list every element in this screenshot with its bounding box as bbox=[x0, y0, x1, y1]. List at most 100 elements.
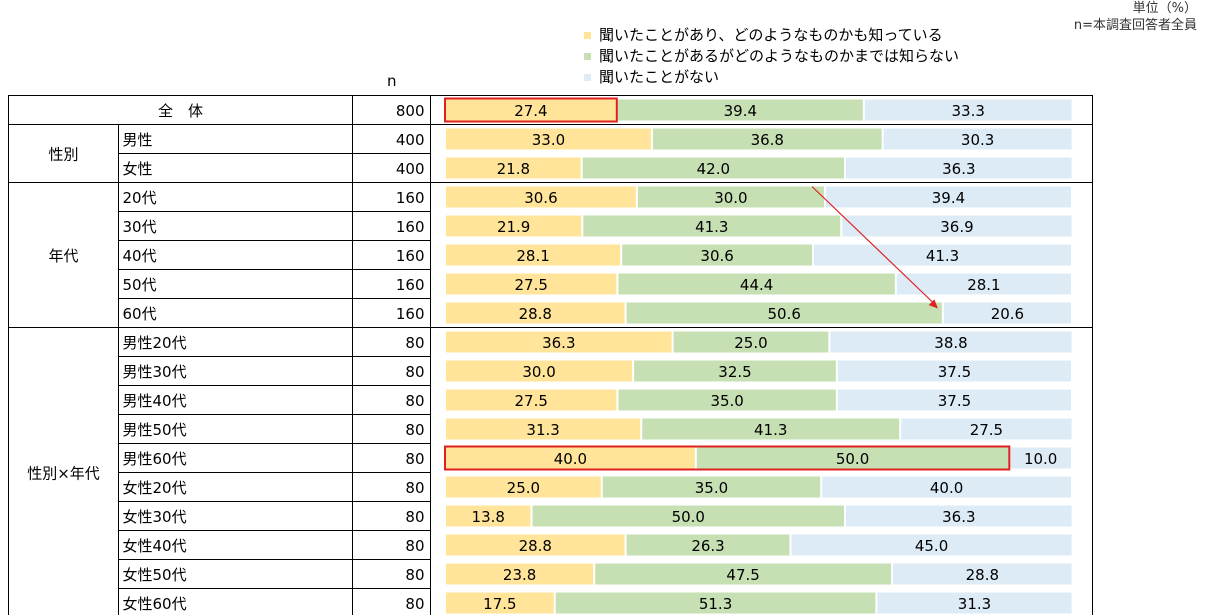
bar-heard-row-16 bbox=[595, 563, 892, 585]
bar-heard-row-5 bbox=[622, 244, 813, 266]
row-label-8: 男性20代 bbox=[123, 334, 187, 352]
bar-never-row-8 bbox=[830, 331, 1072, 353]
bar-label-never-row-1: 30.3 bbox=[961, 131, 994, 149]
bar-label-heard-row-7: 50.6 bbox=[768, 305, 801, 323]
bar-never-row-10 bbox=[837, 389, 1071, 411]
bar-label-knows-row-0: 27.4 bbox=[514, 102, 547, 120]
highlight-box-0 bbox=[444, 97, 618, 123]
bar-label-heard-row-10: 35.0 bbox=[710, 392, 743, 410]
bar-knows-row-4 bbox=[446, 215, 582, 237]
bar-knows-row-15 bbox=[446, 534, 625, 556]
bar-label-knows-row-8: 36.3 bbox=[542, 334, 575, 352]
bar-label-heard-row-14: 50.0 bbox=[672, 508, 705, 526]
group-label-3: 性別×年代 bbox=[27, 465, 100, 483]
row-n-9: 80 bbox=[405, 363, 424, 381]
row-label-14: 女性30代 bbox=[123, 508, 187, 526]
bar-knows-row-10 bbox=[446, 389, 617, 411]
row-label-2: 女性 bbox=[123, 160, 153, 178]
bar-never-row-15 bbox=[791, 534, 1072, 556]
bar-heard-row-6 bbox=[618, 273, 895, 295]
bar-heard-row-15 bbox=[626, 534, 790, 556]
unit-label: 単位（%） bbox=[1132, 1, 1197, 16]
bar-heard-row-3 bbox=[637, 186, 824, 208]
bar-knows-row-14 bbox=[446, 505, 531, 527]
bar-label-never-row-13: 40.0 bbox=[930, 479, 963, 497]
bar-heard-row-11 bbox=[642, 418, 900, 440]
row-label-3: 20代 bbox=[123, 189, 157, 207]
bar-never-row-1 bbox=[883, 128, 1072, 150]
bar-label-heard-row-12: 50.0 bbox=[836, 450, 869, 468]
row-n-8: 80 bbox=[405, 334, 424, 352]
row-label-16: 女性50代 bbox=[123, 566, 187, 584]
bar-knows-row-0 bbox=[446, 99, 616, 121]
row-label-17: 女性60代 bbox=[123, 595, 187, 613]
bar-never-row-6 bbox=[896, 273, 1071, 295]
bar-label-never-row-8: 38.8 bbox=[934, 334, 967, 352]
bar-knows-row-16 bbox=[446, 563, 594, 585]
legend-item-knows: 聞いたことがあり、どのようなものかも知っている bbox=[584, 25, 959, 46]
row-label-13: 女性20代 bbox=[123, 479, 187, 497]
bar-heard-row-13 bbox=[602, 476, 821, 498]
bar-label-heard-row-6: 44.4 bbox=[740, 276, 773, 294]
row-label-5: 40代 bbox=[123, 247, 157, 265]
bar-label-heard-row-15: 26.3 bbox=[691, 537, 724, 555]
bar-label-never-row-17: 31.3 bbox=[958, 595, 991, 613]
bar-heard-row-4 bbox=[583, 215, 841, 237]
group-label-2: 年代 bbox=[48, 247, 78, 265]
bar-label-knows-row-16: 23.8 bbox=[503, 566, 536, 584]
row-n-11: 80 bbox=[405, 421, 424, 439]
bar-label-never-row-12: 10.0 bbox=[1024, 450, 1057, 468]
bar-label-heard-row-1: 36.8 bbox=[751, 131, 784, 149]
bar-label-heard-row-2: 42.0 bbox=[697, 160, 730, 178]
bar-label-never-row-4: 36.9 bbox=[940, 218, 973, 236]
row-n-3: 160 bbox=[396, 189, 425, 207]
legend-item-never: 聞いたことがない bbox=[584, 67, 959, 88]
row-label-6: 50代 bbox=[123, 276, 157, 294]
bar-knows-row-1 bbox=[446, 128, 651, 150]
bar-knows-row-7 bbox=[446, 302, 625, 324]
bar-label-knows-row-14: 13.8 bbox=[472, 508, 505, 526]
unit-note: 単位（%） n=本調査回答者全員 bbox=[1074, 0, 1197, 34]
bar-knows-row-17 bbox=[446, 592, 554, 614]
bar-heard-row-12 bbox=[696, 447, 1009, 469]
row-n-2: 400 bbox=[396, 160, 425, 178]
row-label-4: 30代 bbox=[123, 218, 157, 236]
bar-label-heard-row-9: 32.5 bbox=[718, 363, 751, 381]
legend: 聞いたことがあり、どのようなものかも知っている 聞いたことがあるがどのようなもの… bbox=[584, 25, 959, 88]
bar-heard-row-14 bbox=[532, 505, 845, 527]
legend-swatch-never bbox=[584, 74, 591, 81]
bar-heard-row-0 bbox=[617, 99, 863, 121]
bar-label-knows-row-5: 28.1 bbox=[516, 247, 549, 265]
bar-label-knows-row-12: 40.0 bbox=[554, 450, 587, 468]
bar-label-never-row-16: 28.8 bbox=[966, 566, 999, 584]
bar-label-knows-row-6: 27.5 bbox=[515, 276, 548, 294]
bar-label-never-row-9: 37.5 bbox=[938, 363, 971, 381]
row-n-7: 160 bbox=[396, 305, 425, 323]
row-label-15: 女性40代 bbox=[123, 537, 187, 555]
row-n-17: 80 bbox=[405, 595, 424, 613]
bar-never-row-7 bbox=[943, 302, 1071, 324]
row-label-9: 男性30代 bbox=[123, 363, 187, 381]
bar-never-row-12 bbox=[1010, 447, 1071, 469]
bar-label-heard-row-4: 41.3 bbox=[695, 218, 728, 236]
bar-label-never-row-10: 37.5 bbox=[938, 392, 971, 410]
bar-knows-row-3 bbox=[446, 186, 636, 208]
bar-label-never-row-5: 41.3 bbox=[926, 247, 959, 265]
row-label-1: 男性 bbox=[123, 131, 153, 149]
bar-label-heard-row-13: 35.0 bbox=[695, 479, 728, 497]
bar-heard-row-2 bbox=[582, 157, 845, 179]
n-column-header: n bbox=[387, 72, 397, 90]
row-n-6: 160 bbox=[396, 276, 425, 294]
bar-label-heard-row-0: 39.4 bbox=[724, 102, 757, 120]
legend-item-heard: 聞いたことがあるがどのようなものかまでは知らない bbox=[584, 46, 959, 67]
row-n-13: 80 bbox=[405, 479, 424, 497]
bar-label-knows-row-11: 31.3 bbox=[526, 421, 559, 439]
bar-never-row-11 bbox=[901, 418, 1072, 440]
bar-knows-row-2 bbox=[446, 157, 581, 179]
bar-label-never-row-14: 36.3 bbox=[942, 508, 975, 526]
group-label-0: 全 体 bbox=[158, 102, 203, 120]
row-n-16: 80 bbox=[405, 566, 424, 584]
legend-label-heard: 聞いたことがあるがどのようなものかまでは知らない bbox=[599, 47, 960, 65]
bar-knows-row-5 bbox=[446, 244, 621, 266]
bar-label-knows-row-17: 17.5 bbox=[483, 595, 516, 613]
